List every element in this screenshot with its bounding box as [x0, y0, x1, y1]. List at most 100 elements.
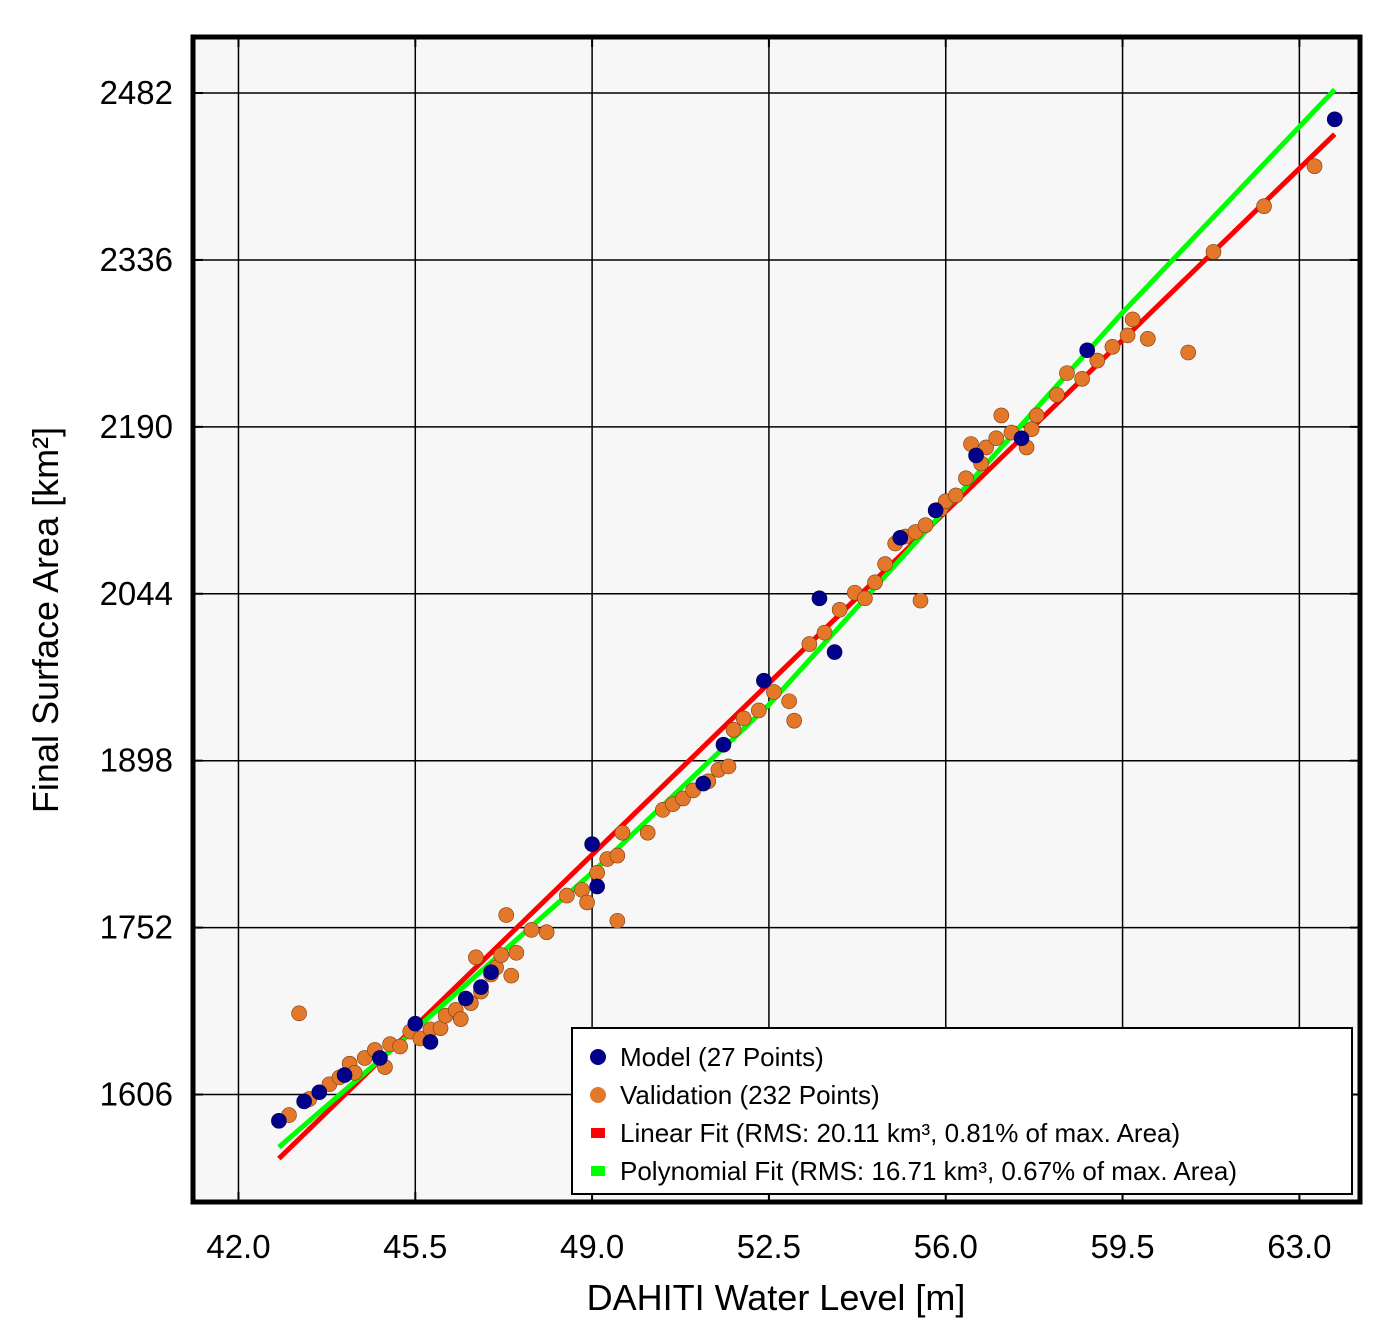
validation-point	[1074, 371, 1090, 387]
model-point	[826, 644, 843, 660]
model-point	[892, 529, 909, 546]
validation-point	[912, 592, 929, 609]
y-tick-label: 2336	[100, 241, 173, 278]
validation-point	[720, 758, 737, 775]
x-tick-label: 45.5	[383, 1228, 447, 1265]
plot-area	[193, 37, 1360, 1202]
validation-point	[1124, 311, 1141, 328]
model-point	[483, 964, 499, 981]
y-tick-label: 1752	[100, 909, 173, 946]
validation-point	[498, 907, 515, 923]
validation-point	[1119, 327, 1136, 344]
validation-point	[503, 967, 520, 984]
validation-point	[559, 887, 575, 904]
validation-point	[786, 712, 802, 729]
legend-marker-model	[590, 1049, 606, 1065]
model-point	[715, 736, 732, 753]
validation-point	[1059, 365, 1075, 381]
model-point	[1079, 342, 1095, 359]
model-point	[458, 990, 474, 1007]
validation-point	[452, 1011, 469, 1027]
legend-label: Polynomial Fit (RMS: 16.71 km³, 0.67% of…	[620, 1156, 1237, 1186]
validation-point	[1089, 352, 1106, 369]
validation-point	[801, 636, 818, 652]
model-point	[968, 447, 984, 464]
validation-point	[958, 470, 974, 487]
validation-point	[579, 894, 595, 911]
validation-point	[1306, 158, 1323, 174]
validation-point	[639, 824, 656, 841]
validation-point	[725, 722, 742, 738]
validation-point	[508, 944, 525, 961]
x-tick-label: 63.0	[1267, 1228, 1331, 1265]
y-tick-label: 2482	[100, 74, 173, 111]
validation-point	[1256, 198, 1272, 215]
validation-point	[1104, 339, 1121, 355]
validation-point	[291, 1005, 307, 1022]
y-tick-label: 1606	[100, 1076, 173, 1113]
validation-point	[867, 574, 883, 591]
validation-point	[1049, 387, 1065, 403]
model-point	[1326, 111, 1343, 128]
model-point	[695, 775, 712, 792]
legend-label: Validation (232 Points)	[620, 1080, 880, 1110]
legend-label: Linear Fit (RMS: 20.11 km³, 0.81% of max…	[620, 1118, 1180, 1148]
validation-point	[948, 487, 964, 504]
validation-point	[614, 824, 631, 841]
validation-point	[538, 924, 555, 940]
validation-point	[1205, 244, 1222, 260]
y-tick-label: 2044	[100, 575, 173, 612]
validation-point	[1140, 331, 1156, 347]
legend-marker-linear-fit	[591, 1128, 605, 1138]
validation-point	[751, 702, 767, 719]
validation-point	[609, 912, 626, 929]
data-points	[271, 111, 1343, 1129]
grid-lines	[193, 37, 1360, 1202]
y-tick-label: 1898	[100, 742, 173, 779]
validation-point	[816, 624, 833, 641]
x-axis-title: DAHITI Water Level [m]	[587, 1277, 966, 1318]
model-point	[336, 1067, 353, 1083]
validation-point	[523, 922, 540, 938]
x-tick-labels: 42.0 45.5 49.0 52.5 56.0 59.5 63.0	[206, 1228, 1331, 1265]
plot-frame	[190, 34, 1363, 1205]
model-point	[756, 672, 772, 689]
validation-point	[831, 601, 848, 618]
y-tick-labels: 1606 1752 1898 2044 2190 2336 2482	[100, 74, 173, 1113]
legend: Model (27 Points) Validation (232 Points)…	[571, 1027, 1353, 1195]
model-point	[589, 878, 605, 895]
validation-point	[857, 590, 873, 607]
validation-point	[781, 693, 797, 710]
x-tick-label: 56.0	[914, 1228, 978, 1265]
validation-point	[1180, 344, 1197, 361]
x-tick-label: 52.5	[737, 1228, 801, 1265]
model-point	[296, 1093, 312, 1110]
validation-point	[589, 864, 605, 881]
validation-point	[1028, 407, 1045, 424]
legend-label: Model (27 Points)	[620, 1042, 824, 1072]
validation-point	[609, 847, 626, 864]
validation-point	[1023, 421, 1040, 437]
legend-marker-validation	[590, 1087, 606, 1103]
x-tick-label: 42.0	[206, 1228, 270, 1265]
validation-point	[917, 517, 934, 533]
model-point	[473, 979, 489, 995]
validation-point	[735, 710, 752, 727]
x-tick-label: 49.0	[560, 1228, 624, 1265]
x-tick-label: 59.5	[1090, 1228, 1154, 1265]
model-point	[927, 502, 944, 519]
legend-marker-polynomial-fit	[591, 1166, 605, 1176]
validation-point	[988, 430, 1005, 447]
y-axis-title: Final Surface Area [km²]	[25, 427, 66, 813]
model-point	[811, 590, 828, 607]
model-point	[311, 1084, 328, 1101]
validation-point	[493, 947, 509, 963]
validation-point	[392, 1038, 408, 1055]
axis-ticks	[193, 37, 1360, 1202]
model-point	[407, 1015, 424, 1032]
model-point	[271, 1113, 287, 1129]
legend-box	[571, 1027, 1353, 1195]
model-point	[584, 836, 600, 852]
y-tick-label: 2190	[100, 408, 173, 445]
model-point	[372, 1050, 388, 1066]
